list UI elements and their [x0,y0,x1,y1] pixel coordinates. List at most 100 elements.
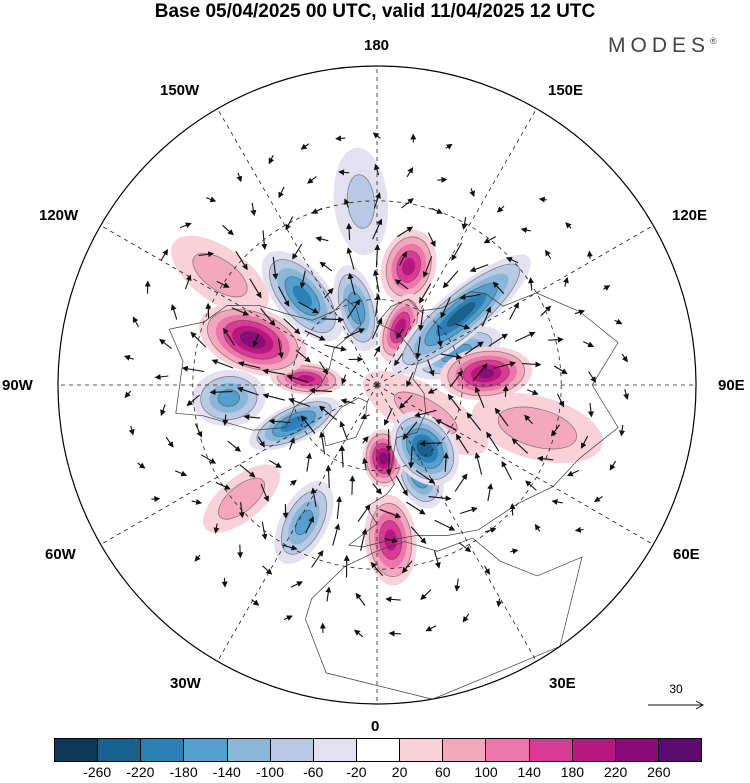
wind-arrow [341,374,347,385]
wind-arrow [261,521,268,540]
wind-arrow [257,436,265,448]
colorbar-swatch [615,739,659,761]
wind-arrow [458,542,472,553]
lon-label-60e: 60E [673,546,700,563]
wind-arrow [357,503,371,523]
negative-anomaly-band [446,301,476,327]
wind-arrow [213,523,220,534]
wind-arrow [252,333,260,348]
wind-arrow [260,483,269,503]
wind-arrow [372,132,381,139]
wind-arrow [174,470,188,477]
colorbar-tick-label: -100 [255,764,285,780]
meridian-line [376,384,654,545]
wind-arrow [272,256,279,280]
wind-arrow [464,341,484,355]
wind-arrow [388,630,401,637]
colorbar-tick-label: 20 [391,764,408,780]
colorbar-swatch [141,739,185,761]
wind-arrow [194,554,201,562]
wind-arrow [563,276,569,287]
wind-arrow [160,404,166,416]
wind-arrow [374,244,381,268]
wind-arrow [583,341,595,347]
wind-arrow [227,440,241,452]
colorbar-swatch [227,739,271,761]
wind-arrow [534,523,541,532]
wind-arrow [372,483,382,495]
wind-arrow [339,444,346,468]
wind-arrow [300,143,310,150]
wind-arrow [383,407,393,426]
wind-arrow [399,251,407,266]
wind-arrow [484,565,490,575]
wind-arrow [262,565,273,575]
wind-arrow [307,176,317,184]
wind-arrow [437,324,443,348]
colorbar-swatch [98,739,142,761]
wind-arrow [397,226,414,238]
wind-arrow [325,586,332,602]
wind-arrow [459,506,478,515]
wind-arrow [132,316,139,327]
positive-anomaly-band [394,318,407,337]
wind-arrow [209,389,233,396]
wind-arrow [159,338,172,350]
wind-arrow [360,528,368,551]
wind-arrow [520,227,531,234]
wind-arrow [474,386,485,408]
colorbar-swatch [270,739,314,761]
wind-arrow [128,425,135,436]
wind-arrow [304,330,326,341]
wind-arrow [553,365,568,375]
wind-arrow [179,222,192,229]
wind-arrow [286,374,309,383]
wind-arrow [493,361,517,369]
wind-arrow [344,198,350,208]
wind-arrow [505,257,519,264]
wind-arrow [469,264,489,273]
wind-arrow [440,297,451,319]
wind-arrow [335,135,346,142]
wind-arrow [483,236,496,244]
wind-arrow [309,387,333,394]
wind-arrow [557,393,565,408]
wind-arrow [310,487,317,507]
wind-arrow [237,361,261,369]
wind-arrow [325,464,332,488]
wind-arrow [288,397,310,407]
wind-arrow [455,323,471,330]
wind-arrow [510,548,519,555]
wind-arrow [262,368,285,375]
wind-arrow [469,188,475,198]
wind-arrow [282,503,289,519]
wind-arrow [319,361,329,375]
wind-arrow [355,592,366,606]
colorbar-tick-label: 180 [560,764,585,780]
wind-arrow [223,327,235,346]
wind-arrow [184,274,192,290]
wind-arrow [515,331,536,342]
reference-vector-label: 30 [669,682,683,696]
wind-arrow [435,419,456,431]
colorbar-swatch [313,739,357,761]
meridian-line [217,108,378,386]
wind-arrow [186,394,200,407]
lon-label-90e: 90E [718,377,745,394]
colorbar [54,738,702,762]
wind-arrow [427,388,438,394]
negative-anomaly-band [217,389,240,407]
wind-arrow [298,301,319,314]
wind-arrow [123,355,134,361]
wind-arrow [362,457,369,469]
colorbar-swatch [55,739,99,761]
wind-arrow [347,298,361,319]
wind-arrow [619,424,626,437]
wind-arrow [399,395,413,409]
wind-arrow [124,390,132,399]
wind-arrow [285,216,294,231]
wind-vectors [123,132,629,638]
coastline [305,537,583,700]
negative-anomaly-band [294,509,314,536]
wind-arrow [488,333,508,347]
